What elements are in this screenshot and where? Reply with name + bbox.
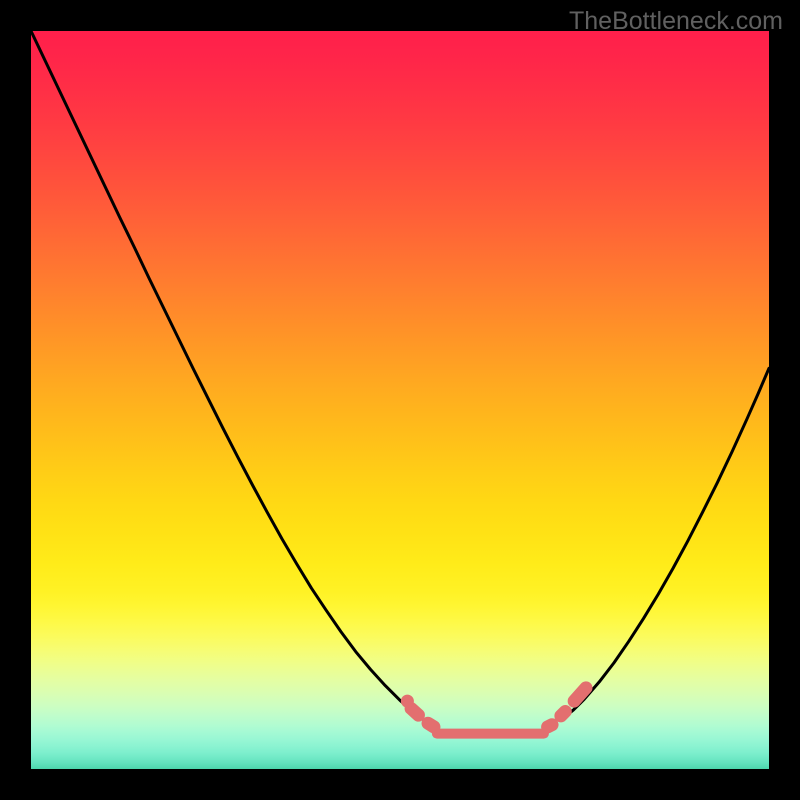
plot-area — [31, 31, 769, 769]
chart-root: TheBottleneck.com — [0, 0, 800, 800]
curve-overlay-svg — [31, 31, 769, 769]
